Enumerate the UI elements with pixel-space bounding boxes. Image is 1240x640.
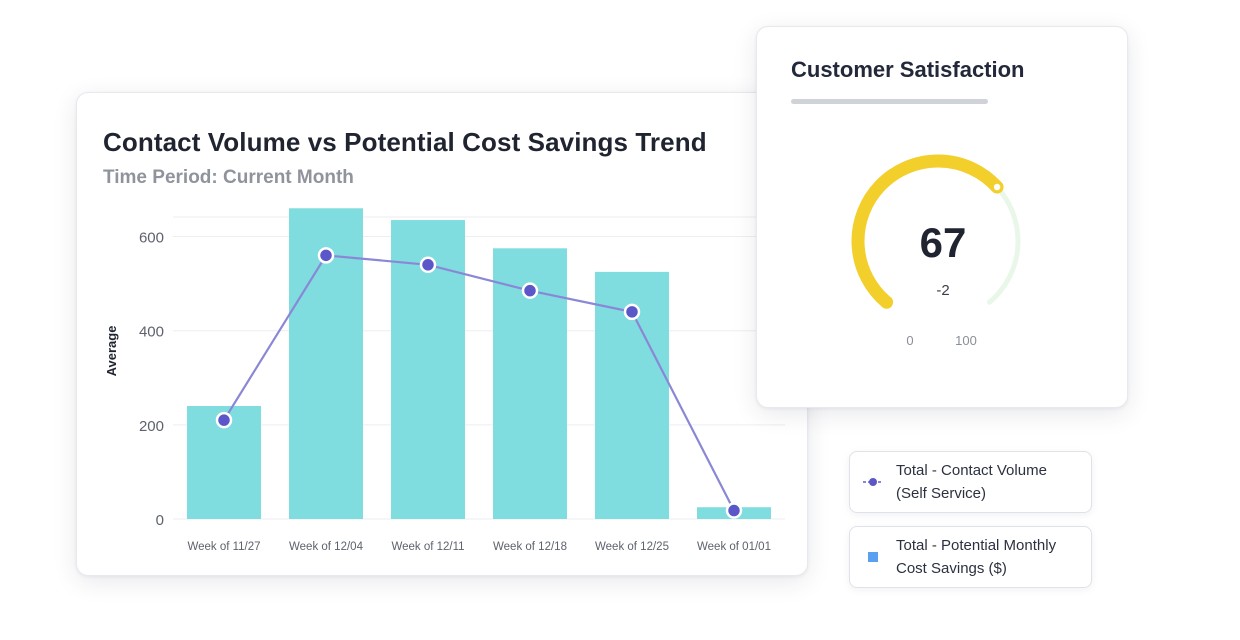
x-tick-label: Week of 12/18 [493,541,567,553]
data-point [623,303,641,321]
gauge-min-label: 0 [906,333,913,348]
chart-title: Contact Volume vs Potential Cost Savings… [103,127,707,157]
y-axis-label: Average [104,326,119,377]
y-tick-label: 600 [139,230,164,247]
y-tick-label: 400 [139,324,164,341]
y-tick-label: 0 [156,512,164,529]
csat-title-underline [791,99,988,104]
legend-label-line-2: (Self Service) [896,485,987,502]
series-line [223,254,735,512]
x-tick-label: Week of 12/04 [289,541,364,553]
csat-gauge: 67 -2 0 100 [851,154,1021,348]
y-tick-label: 200 [139,418,164,435]
line-point-icon [850,477,896,487]
gauge-max-label: 100 [955,333,977,348]
gauge-end-marker [991,181,1003,193]
x-tick-label: Week of 11/27 [187,541,260,553]
chart-plot: 0 200 400 600 Week of 11/27 Week of 12/04 Wee… [104,208,785,553]
data-point [215,411,233,429]
csat-score: 67 [920,219,967,266]
x-tick-label: Week of 12/25 [595,541,669,553]
legend-label-line-1: Total - Contact Volume [896,462,1047,479]
legend-label-bar-2: Cost Savings ($) [896,560,1007,577]
legend-label-contact-volume: Total - Contact Volume (Self Service) [896,459,1091,505]
chart-subtitle: Time Period: Current Month [103,167,354,188]
customer-satisfaction-card: Customer Satisfaction 67 -2 0 100 [756,26,1128,408]
x-tick-label: Week of 12/11 [391,541,464,553]
legend-label-cost-savings: Total - Potential Monthly Cost Savings (… [896,534,1091,580]
chart-card: 0 200 400 600 Week of 11/27 Week of 12/04 Wee… [76,92,808,576]
legend-item-contact-volume[interactable]: Total - Contact Volume (Self Service) [849,451,1092,513]
csat-title: Customer Satisfaction [791,57,1025,82]
csat-delta: -2 [936,282,949,299]
x-tick-label: Week of 01/01 [697,541,771,553]
data-point [725,502,743,519]
legend-item-cost-savings[interactable]: Total - Potential Monthly Cost Savings (… [849,526,1092,588]
legend-label-bar-1: Total - Potential Monthly [896,537,1057,554]
data-point [521,282,539,299]
data-point [317,247,335,264]
data-point [419,256,437,274]
square-icon [850,551,896,563]
gauge-value-arc [851,154,1004,309]
